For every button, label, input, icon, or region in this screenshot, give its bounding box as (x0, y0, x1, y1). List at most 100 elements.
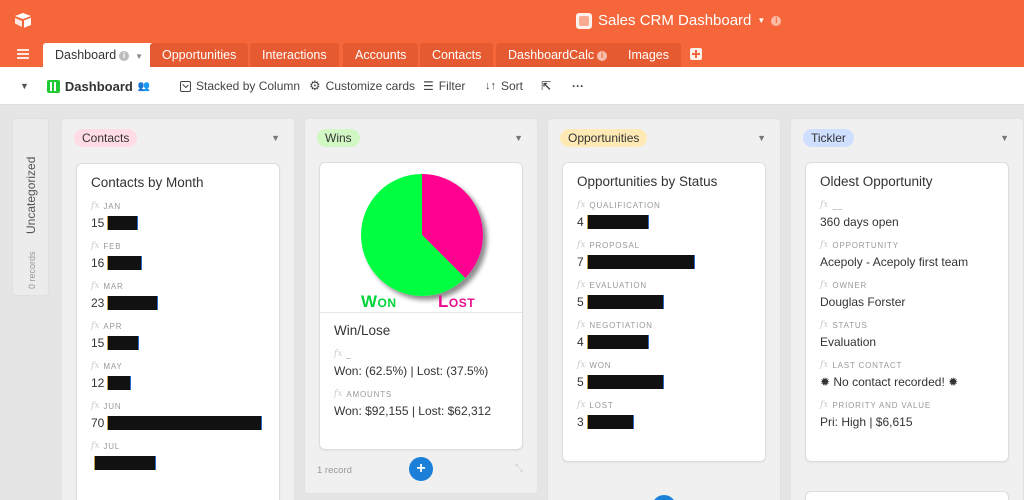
tab-accounts[interactable]: Accounts (343, 43, 419, 67)
add-table-icon[interactable] (690, 48, 702, 60)
bar-graphic (107, 336, 140, 350)
collapse-icon[interactable]: ⤡ (515, 463, 523, 474)
record-card[interactable]: Oldest Opportunity fx __ 360 days open fx… (805, 162, 1009, 462)
tab-label: Accounts (355, 48, 407, 62)
field-label: JUL (103, 441, 121, 451)
tab-contacts[interactable]: Contacts (420, 43, 494, 67)
filter-icon: ☰ (423, 79, 434, 93)
chevron-down-icon[interactable]: ▼ (757, 133, 766, 143)
formula-icon: fx (577, 200, 586, 210)
field-lost: fx LOST 3 (577, 399, 765, 429)
filter-label: Filter (438, 79, 466, 93)
more-options-button[interactable]: ··· (572, 67, 584, 105)
share-view-button[interactable]: ⇱ (541, 67, 551, 105)
stack-field-icon (180, 80, 191, 92)
record-card[interactable]: Opportunities by Status fx QUALIFICATION … (562, 162, 766, 462)
lost-label: Lost (438, 292, 476, 311)
win-lose-pie-image: Won Lost (320, 163, 522, 313)
bar-graphic (586, 255, 695, 269)
view-name: Dashboard (64, 78, 133, 94)
field-may: fx MAY 12 (91, 360, 279, 390)
uncategorized-stack-collapsed[interactable]: Uncategorized 0 records (12, 118, 49, 296)
stack-header: Opportunities ▼ (560, 129, 768, 151)
chevron-down-icon[interactable]: ▼ (135, 52, 144, 61)
tab-dashboardcalc[interactable]: DashboardCalc i (496, 43, 620, 67)
formula-icon: fx (91, 361, 100, 371)
field-apr: fx APR 15 (91, 320, 279, 350)
stack-tickler: Tickler ▼ Oldest Opportunity fx __ 360 da… (790, 118, 1024, 500)
tab-label: Interactions (262, 48, 327, 62)
customize-cards-button[interactable]: ⚙ Customize cards (309, 67, 415, 105)
field-value: 70 (91, 416, 105, 430)
field-status: fx STATUS Evaluation (820, 319, 1008, 349)
formula-icon: fx (820, 200, 829, 210)
field-qualification: fx QUALIFICATION 4 (577, 199, 765, 229)
record-card[interactable]: Won Lost Win/Lose fx _ Won: (62.5%) | Los… (319, 162, 523, 450)
formula-icon: fx (577, 280, 586, 290)
stack-header: Tickler ▼ (803, 129, 1011, 151)
formula-icon: fx (820, 280, 829, 290)
add-record-button[interactable]: + (652, 495, 676, 500)
customize-cards-label: Customize cards (325, 79, 416, 93)
stack-footer: 1 record + ⤡ (317, 453, 525, 493)
bar-graphic (586, 375, 664, 389)
chevron-down-icon[interactable]: ▼ (271, 133, 280, 143)
top-bar: Sales CRM Dashboard ▼ i (0, 0, 1024, 43)
field-value: 360 days open (820, 215, 899, 229)
record-card[interactable]: Contacts by Month fx JAN 15 fx FEB 16 fx MA… (76, 163, 280, 500)
tab-opportunities[interactable]: Opportunities (150, 43, 249, 67)
record-count: 0 records (27, 251, 37, 289)
card-title: Contacts by Month (91, 175, 204, 190)
view-toolbar: ▼ Dashboard 👥 Stacked by Column ⚙ Custom… (0, 67, 1024, 105)
info-icon[interactable]: i (771, 15, 782, 26)
info-icon[interactable]: i (119, 51, 130, 61)
formula-icon: fx (577, 320, 586, 330)
airtable-logo-icon[interactable] (14, 12, 32, 30)
field-label: NEGOTIATION (589, 320, 653, 330)
field-value: Douglas Forster (820, 295, 906, 309)
stack-pill: Wins (317, 129, 360, 147)
menu-icon[interactable] (17, 49, 29, 59)
formula-icon: fx (334, 349, 343, 359)
info-icon[interactable]: i (597, 51, 608, 61)
filter-button[interactable]: ☰ Filter (423, 67, 465, 105)
formula-icon: fx (91, 401, 100, 411)
field-value: Evaluation (820, 335, 877, 349)
field-won: fx WON 5 (577, 359, 765, 389)
won-label: Won (361, 292, 397, 311)
record-card[interactable] (805, 491, 1009, 500)
stacked-by-button[interactable]: Stacked by Column (180, 67, 300, 105)
add-record-button[interactable]: + (409, 457, 433, 481)
field-value: 15 (91, 216, 105, 230)
base-title[interactable]: Sales CRM Dashboard ▼ i (576, 12, 782, 29)
field-opportunity: fx OPPORTUNITY Acepoly - Acepoly first te… (820, 239, 1008, 269)
kanban-board: Uncategorized 0 records Contacts ▼ Conta… (0, 106, 1024, 500)
field-label: MAY (103, 361, 123, 371)
sort-label: Sort (501, 79, 524, 93)
field-proposal: fx PROPOSAL 7 (577, 239, 765, 269)
sort-button[interactable]: ↓↑ Sort (485, 67, 523, 105)
tab-label: Dashboard (55, 48, 117, 62)
field-jan: fx JAN 15 (91, 200, 279, 230)
field-label: EVALUATION (589, 280, 647, 290)
stack-label: Uncategorized (24, 156, 38, 234)
field-value: 3 (577, 415, 584, 429)
chevron-down-icon[interactable]: ▼ (514, 133, 523, 143)
tab-dashboard[interactable]: Dashboard i ▼ (43, 43, 156, 67)
field-label: APR (103, 321, 123, 331)
field-last-contact: fx LAST CONTACT ✹ No contact recorded! ✹ (820, 359, 1008, 389)
chevron-down-icon[interactable]: ▼ (1000, 133, 1009, 143)
view-switcher[interactable]: ▼ Dashboard 👥 (20, 67, 150, 105)
field-label: LAST CONTACT (832, 360, 903, 370)
tab-images[interactable]: Images (616, 43, 681, 67)
formula-icon: fx (91, 241, 100, 251)
field-value: 12 (91, 376, 105, 390)
field-evaluation: fx EVALUATION 5 (577, 279, 765, 309)
card-title: Win/Lose (334, 323, 391, 338)
card-title: Oldest Opportunity (820, 174, 933, 189)
more-icon: ··· (572, 79, 584, 93)
card-title: Opportunities by Status (577, 174, 718, 189)
sort-icon: ↓↑ (485, 80, 496, 92)
tab-interactions[interactable]: Interactions (250, 43, 339, 67)
formula-icon: fx (91, 201, 100, 211)
